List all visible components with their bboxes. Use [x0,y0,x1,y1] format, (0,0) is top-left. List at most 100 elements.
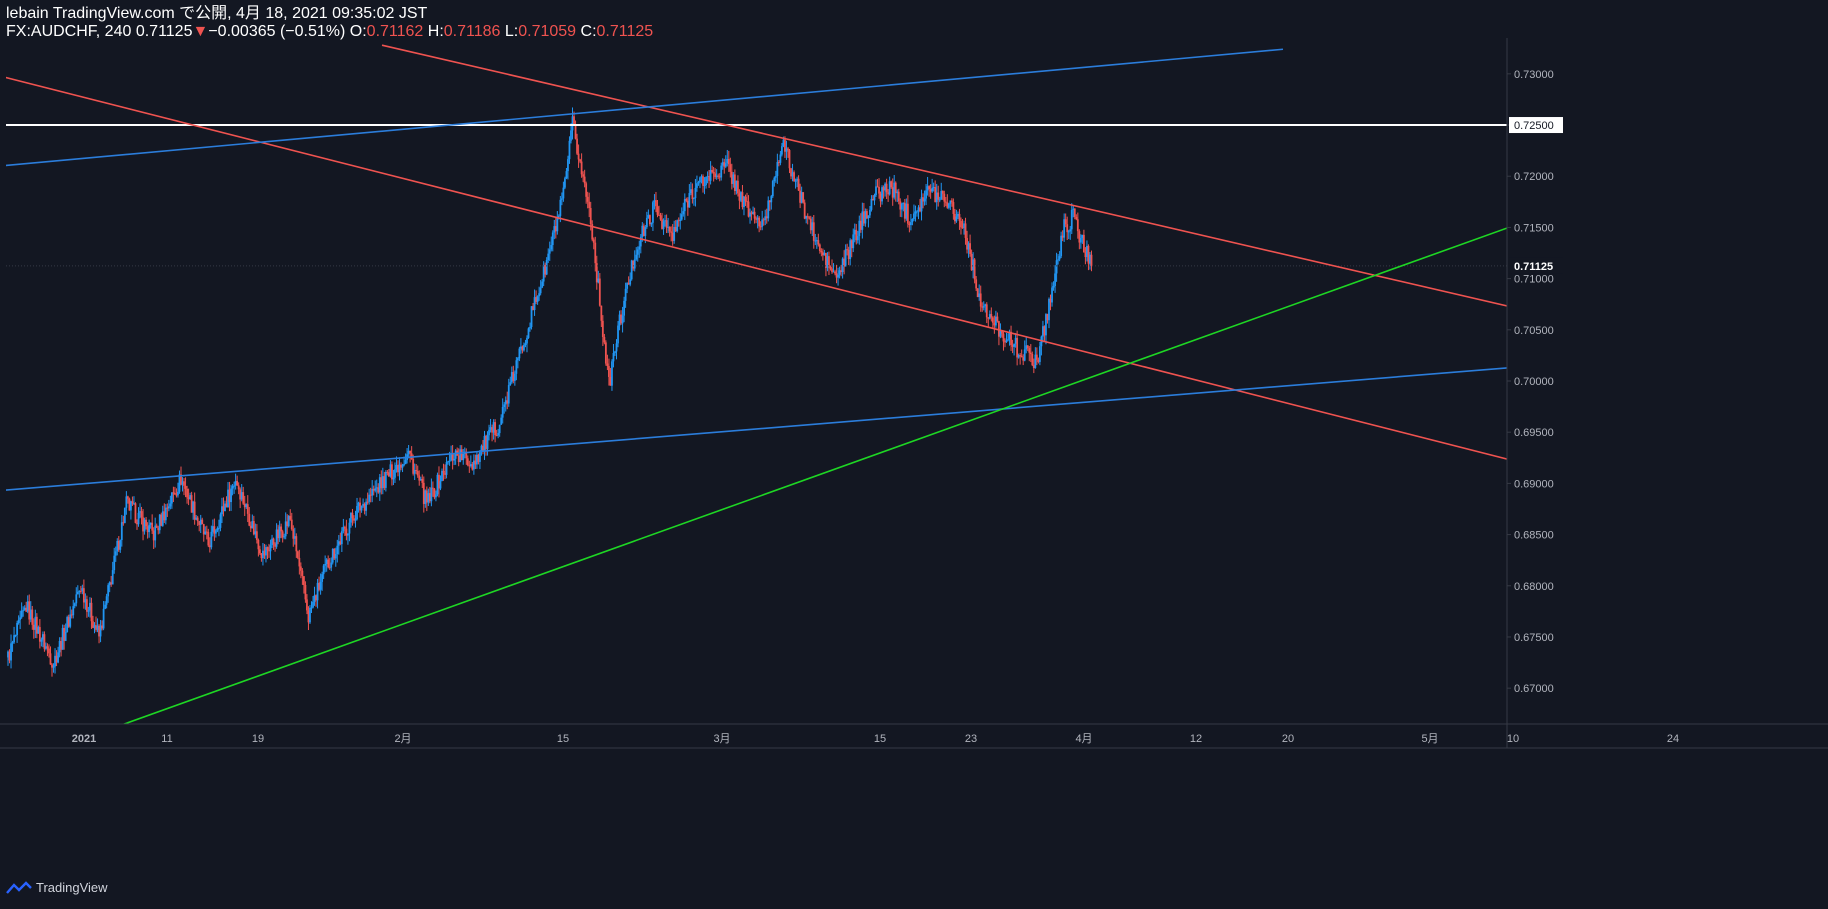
candle-body [139,511,141,513]
candle-body [668,226,671,232]
candle-body [620,314,622,324]
candle-body [825,252,827,268]
candle-body [630,260,633,280]
candle-body [664,220,666,222]
candle-body [231,486,234,489]
candle-body [865,211,868,219]
candle-body [95,625,97,630]
candle-body [932,187,935,189]
candle-body [427,493,430,503]
candle-body [529,326,531,329]
candle-body [213,526,216,534]
candle-body [342,526,345,532]
candle-body [383,476,386,488]
candle-body [656,206,659,215]
candle-body [195,517,198,520]
candle-body [301,570,304,577]
candle-body [752,211,754,214]
candle-body [70,614,73,616]
candle-body [984,304,987,307]
candle-body [632,260,635,269]
tradingview-icon [6,880,32,894]
candle-body [727,159,730,165]
candle-body [1086,245,1088,258]
candle-body [604,342,607,364]
candle-body [359,502,361,511]
candle-body [48,648,50,654]
candle-body [694,187,697,199]
candle-body [729,164,732,172]
candle-body [960,220,962,228]
candle-body [732,174,735,184]
candle-body [266,547,269,551]
candle-body [299,566,302,571]
candle-body [269,545,272,552]
candle-body [386,471,389,473]
candle-body [955,216,958,222]
candle-body [172,492,175,494]
candle-body [1057,259,1059,261]
candle-body [397,464,399,473]
candle-body [900,203,903,210]
candle-body [45,646,47,649]
candle-body [744,196,747,202]
candle-body [51,664,53,668]
level-label: 0.72500 [1514,120,1554,132]
candle-body [321,574,324,582]
candle-body [26,601,29,612]
candle-body [438,474,440,489]
candle-body [761,219,764,227]
candle-body [257,539,260,550]
candle-body [738,193,741,201]
candle-body [717,175,720,177]
candle-body [353,518,355,521]
candle-body [131,501,134,504]
candle-body [110,582,113,585]
candle-body [988,314,991,319]
candle-body [67,617,70,627]
candle-body [424,490,427,504]
candle-body [920,197,923,212]
tradingview-logo[interactable]: TradingView [6,880,108,895]
candle-body [495,435,498,437]
candle-body [884,183,887,191]
candle-body [828,256,830,268]
level-label-box [1509,117,1563,134]
y-tick-label: 0.70000 [1514,376,1554,388]
candle-body [363,503,366,511]
candle-body [573,116,575,126]
candle-body [54,655,56,667]
candle-body [916,211,918,213]
candle-body [143,519,146,532]
candle-body [140,511,143,518]
candle-body [706,176,709,178]
y-tick-label: 0.68000 [1514,581,1554,593]
candle-body [777,162,780,164]
candle-body [662,221,665,229]
candle-body [108,582,111,586]
candle-body [673,226,676,241]
candle-body [702,176,704,186]
candle-body [333,549,336,559]
candle-body [615,343,618,352]
candle-body [151,522,154,531]
candle-body [218,527,220,529]
candle-body [1031,354,1034,366]
candle-body [1025,345,1028,350]
candle-body [547,253,550,260]
candle-body [586,196,589,202]
candle-body [970,253,973,271]
candle-body [128,498,131,511]
candle-body [354,519,357,521]
candle-body [211,526,214,532]
candle-body [1029,352,1032,355]
candle-body [69,614,72,627]
candle-body [293,536,296,539]
candle-body [259,549,261,554]
candle-body [753,211,756,219]
candle-body [591,224,594,240]
candle-body [1073,208,1076,218]
candle-body [394,469,396,478]
candle-body [17,619,20,623]
